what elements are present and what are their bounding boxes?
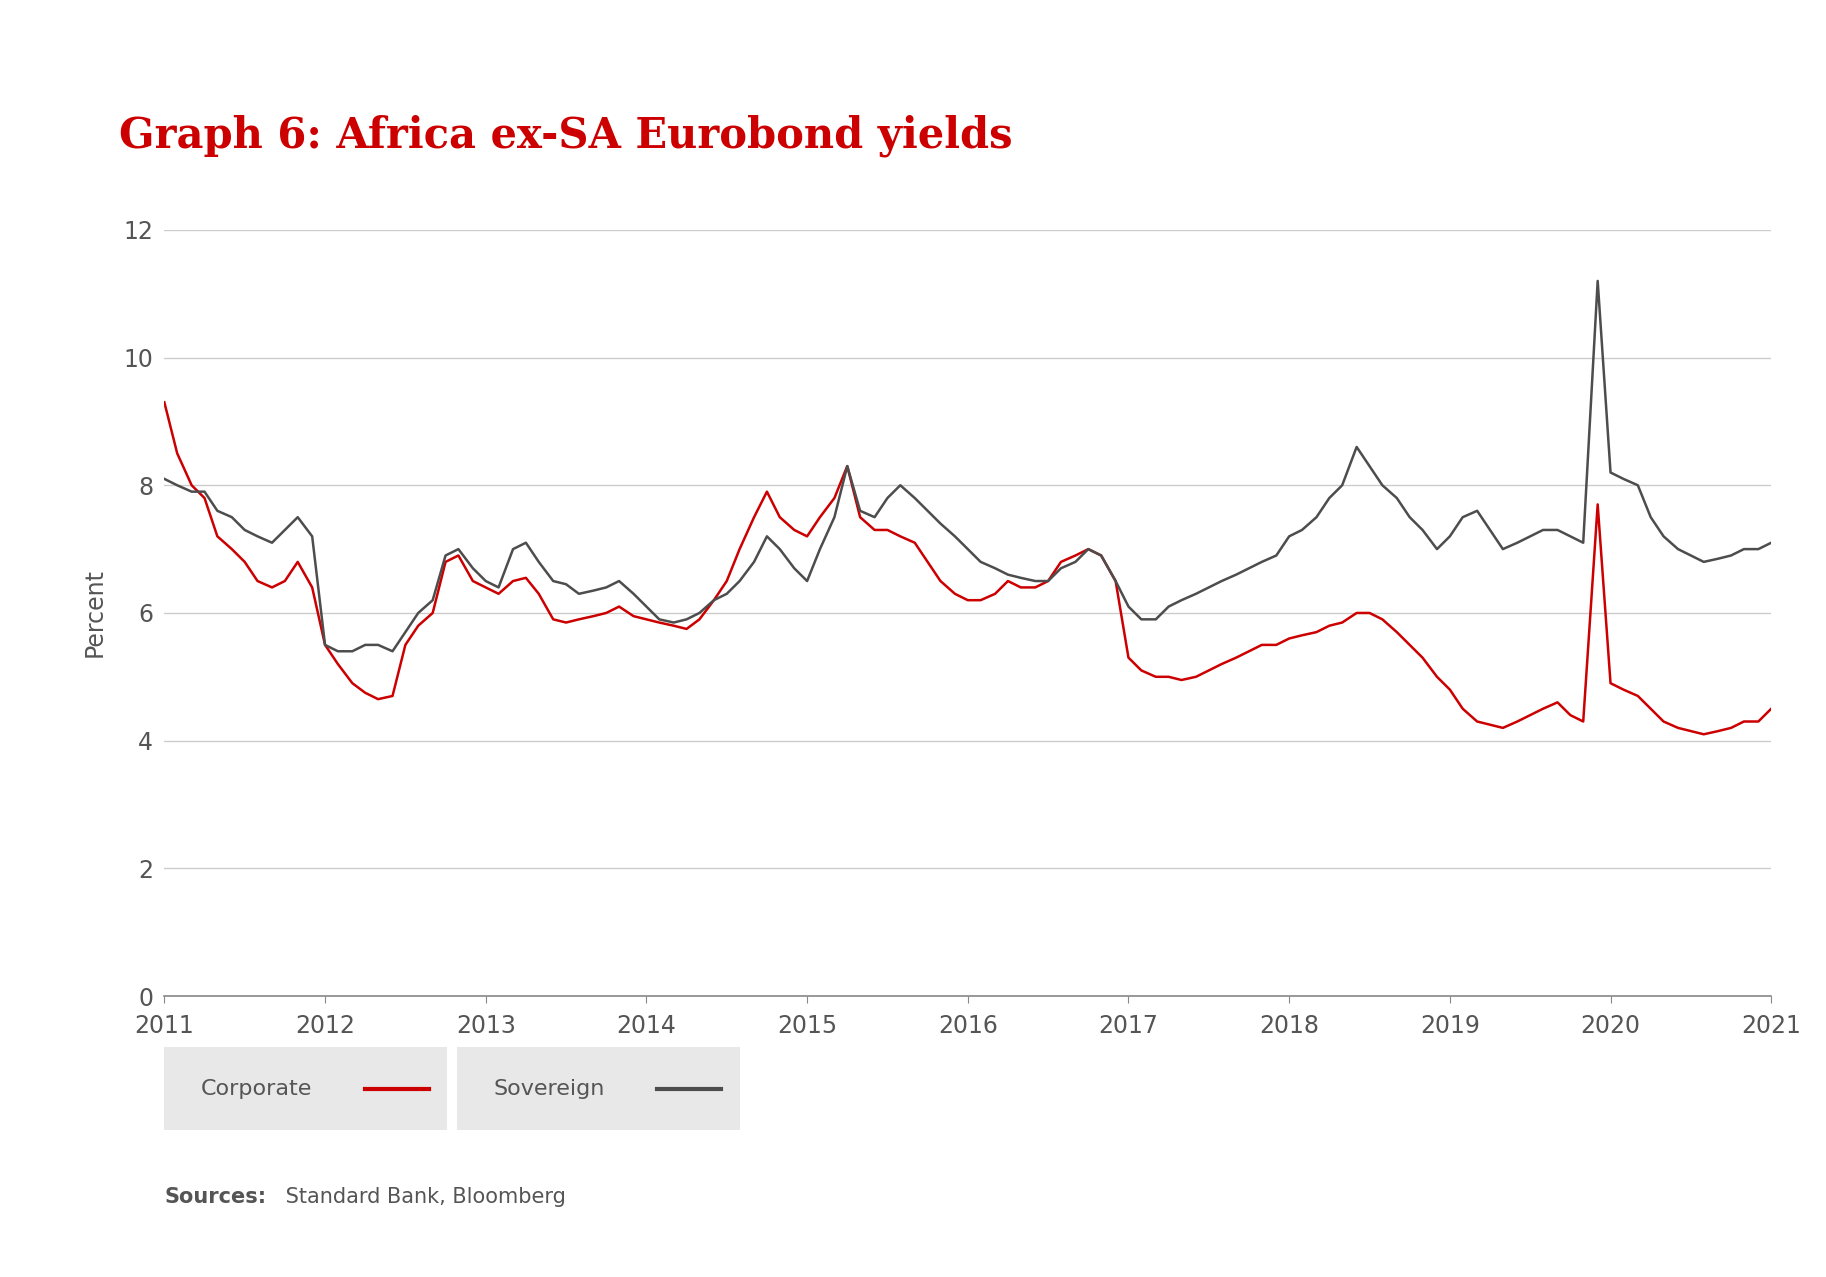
Text: Graph 6: Africa ex-SA Eurobond yields: Graph 6: Africa ex-SA Eurobond yields [119, 115, 1012, 157]
Text: Sources:: Sources: [164, 1186, 267, 1207]
Text: Sovereign: Sovereign [493, 1079, 604, 1098]
Y-axis label: Percent: Percent [82, 568, 106, 658]
Text: Corporate: Corporate [201, 1079, 312, 1098]
Text: Standard Bank, Bloomberg: Standard Bank, Bloomberg [279, 1186, 566, 1207]
